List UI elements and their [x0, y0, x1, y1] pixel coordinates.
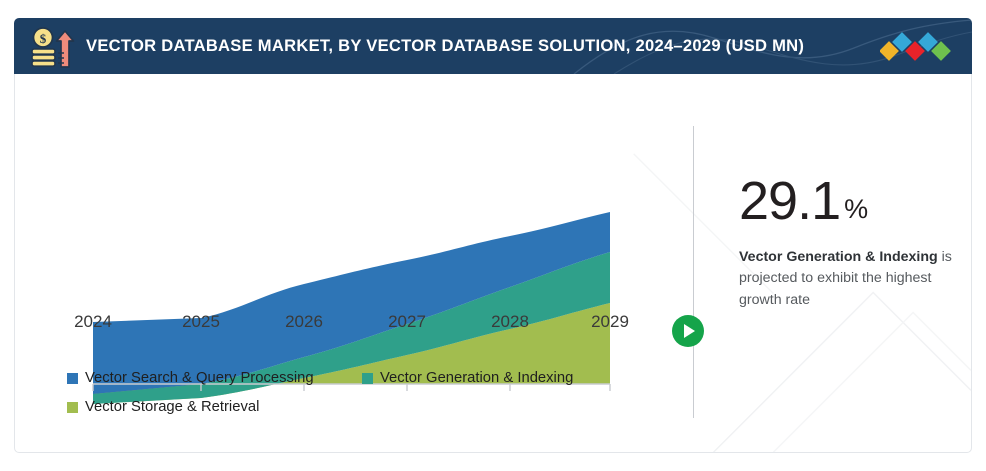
legend-swatch-olive: [67, 401, 78, 413]
content-panel: 2024 2025 2026 2027 2028 2029 Vector Sea…: [14, 74, 972, 453]
legend-item-vector-search-query-processing[interactable]: Vector Search & Query Processing: [67, 370, 362, 386]
x-tick-2026: 2026: [285, 312, 323, 331]
money-growth-icon: $: [31, 27, 75, 68]
chart-legend: Vector Search & Query Processing Vector …: [67, 370, 657, 428]
stat-highlight-text: Vector Generation & Indexing: [739, 249, 938, 265]
svg-text:$: $: [40, 31, 47, 46]
legend-item-vector-storage-retrieval[interactable]: Vector Storage & Retrieval: [67, 399, 259, 415]
area-vector-search-query-processing: [93, 212, 610, 394]
x-tick-2027: 2027: [388, 312, 426, 331]
stacked-area-chart: 2024 2025 2026 2027 2028 2029 Vector Sea…: [15, 74, 657, 452]
area-vector-storage-retrieval: [93, 303, 610, 404]
highlight-stat: 29.1 % Vector Generation & Indexing is p…: [739, 174, 964, 311]
page-title: VECTOR DATABASE MARKET, BY VECTOR DATABA…: [86, 36, 805, 55]
x-axis-ticks: [92, 384, 611, 391]
vertical-divider: [693, 126, 694, 418]
diamond-logo: [880, 32, 951, 61]
stat-value-row: 29.1 %: [739, 174, 964, 228]
legend-row-2: Vector Storage & Retrieval: [67, 399, 657, 415]
stat-number: 29.1: [739, 171, 841, 231]
legend-swatch-teal: [362, 372, 373, 384]
legend-label-vector-generation-indexing: Vector Generation & Indexing: [380, 370, 574, 386]
header-bar: $ VECTOR DATABASE MARKET, BY VECTOR DATA…: [14, 18, 972, 74]
chart-plot-area: [92, 212, 611, 404]
x-axis-labels: 2024 2025 2026 2027 2028 2029: [15, 74, 655, 452]
area-vector-generation-indexing: [93, 252, 610, 404]
play-icon[interactable]: [672, 315, 704, 347]
stat-percent-sign: %: [844, 194, 868, 224]
legend-label-vector-search-query-processing: Vector Search & Query Processing: [85, 370, 314, 386]
x-tick-2028: 2028: [491, 312, 529, 331]
legend-row-1: Vector Search & Query Processing Vector …: [67, 370, 657, 386]
legend-item-vector-generation-indexing[interactable]: Vector Generation & Indexing: [362, 370, 573, 386]
x-tick-2025: 2025: [182, 312, 220, 331]
x-tick-2029: 2029: [591, 312, 629, 331]
play-triangle: [684, 324, 695, 338]
stat-description-rest: is projected to exhibit the highest grow…: [739, 249, 952, 308]
legend-label-vector-storage-retrieval: Vector Storage & Retrieval: [85, 399, 260, 415]
legend-swatch-blue: [67, 372, 78, 384]
stat-description: Vector Generation & Indexing is projecte…: [739, 247, 964, 311]
x-tick-2024: 2024: [74, 312, 112, 331]
background-watermark: [633, 153, 971, 452]
